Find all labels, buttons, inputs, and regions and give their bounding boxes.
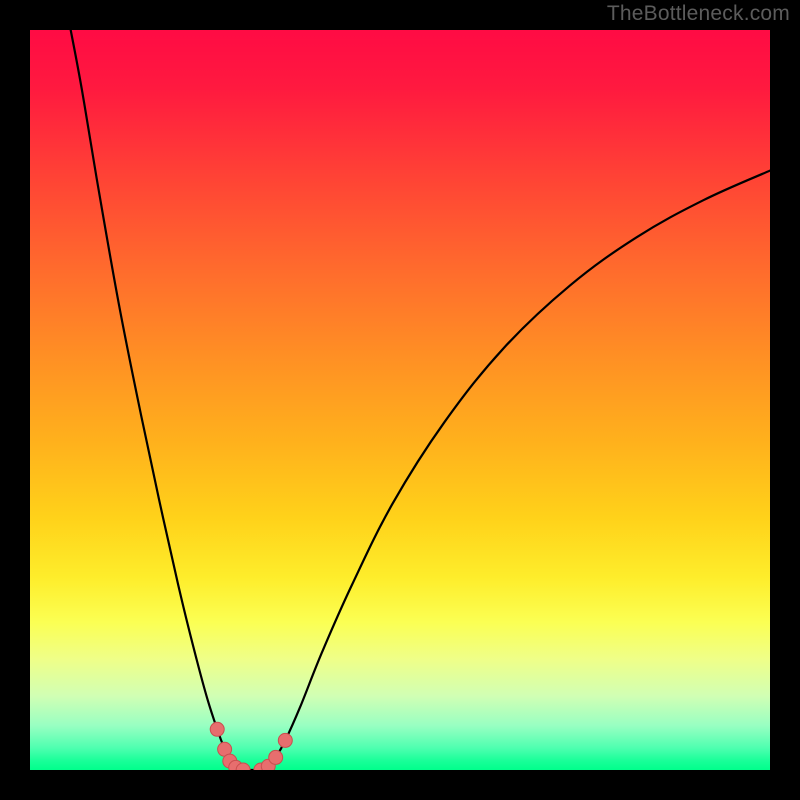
plot-area [30, 30, 770, 770]
watermark-text: TheBottleneck.com [607, 2, 790, 26]
gradient-background [30, 30, 770, 770]
chart-frame: TheBottleneck.com [0, 0, 800, 800]
